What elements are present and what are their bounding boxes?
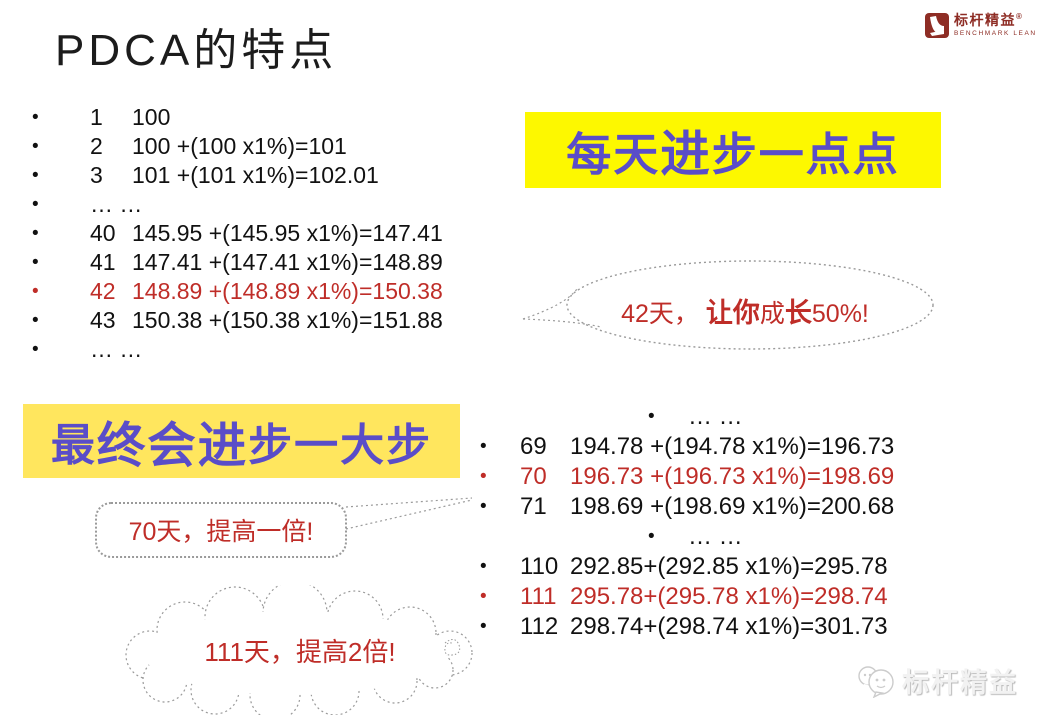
bullet-icon: • <box>32 309 39 331</box>
bullet-icon: • <box>480 556 487 577</box>
bullet-icon: • <box>32 135 39 157</box>
cloud-bubble-111-days <box>125 585 473 715</box>
bubble-70-days-pointer <box>345 497 473 530</box>
long-term-calculation-list: •… … • 69 194.78 +(194.78 x1%)=196.73 • 70 1… <box>470 402 894 642</box>
bullet-icon: • <box>32 338 39 360</box>
list-item: • 43 150.38 +(150.38 x1%)=151.88 <box>28 306 443 335</box>
list-item: • 71 198.69 +(198.69 x1%)=200.68 <box>470 492 894 522</box>
logo-subtitle: BENCHMARK LEAN <box>954 29 1037 37</box>
bullet-icon: • <box>32 193 39 215</box>
list-item-highlight-day42: • 42 148.89 +(148.89 x1%)=150.38 <box>28 277 443 306</box>
list-item: • 69 194.78 +(194.78 x1%)=196.73 <box>470 432 894 462</box>
bullet-icon: • <box>32 222 39 244</box>
bullet-icon: • <box>32 164 39 186</box>
benchmark-lean-logo-icon <box>925 13 949 38</box>
list-item: • 112 298.74+(298.74 x1%)=301.73 <box>470 612 894 642</box>
list-item: • 2 100 +(100 x1%)=101 <box>28 132 443 161</box>
watermark: 标杆精益 <box>856 661 1018 700</box>
list-item-highlight-day111: • 111 295.78+(295.78 x1%)=298.74 <box>470 582 894 612</box>
bullet-icon: • <box>648 526 655 547</box>
bubble-111-days-text: 111天，提高2倍! <box>204 637 396 667</box>
speech-bubble-70-days: 70天，提高一倍! <box>95 502 347 558</box>
bullet-icon: • <box>480 436 487 457</box>
bullet-icon: • <box>480 496 487 517</box>
banner-final-big-step: 最终会进 步一大步 <box>23 404 460 478</box>
registered-mark: ® <box>1016 11 1024 21</box>
list-item: • 110 292.85+(292.85 x1%)=295.78 <box>470 552 894 582</box>
bullet-icon: • <box>32 251 39 273</box>
bullet-icon: • <box>32 106 39 128</box>
daily-progress-calculation-list: • 1 100 • 2 100 +(100 x1%)=101 • 3 101 +(101 x… <box>28 103 443 364</box>
list-item: • 41 147.41 +(147.41 x1%)=148.89 <box>28 248 443 277</box>
list-item-ellipsis: •… … <box>28 335 443 364</box>
bubble-42-days-text: 42天， 让你成长50%! <box>621 298 869 328</box>
logo-text: 标杆精益® BENCHMARK LEAN <box>954 11 1037 38</box>
bullet-icon: • <box>480 586 487 607</box>
logo-name: 标杆精益 <box>954 11 1016 28</box>
list-item-highlight-day70: • 70 196.73 +(196.73 x1%)=198.69 <box>470 462 894 492</box>
list-item: • 3 101 +(101 x1%)=102.01 <box>28 161 443 190</box>
watermark-text: 标杆精益 <box>902 668 1018 698</box>
wechat-chat-icon <box>858 665 894 698</box>
banner-daily-progress: 每天进步一点点 <box>525 112 941 188</box>
bullet-icon: • <box>648 406 655 427</box>
list-item: • 1 100 <box>28 103 443 132</box>
brand-logo: 标杆精益® BENCHMARK LEAN <box>924 10 1037 40</box>
bullet-icon: • <box>480 466 487 487</box>
bullet-icon: • <box>32 280 39 302</box>
cloud-scribble-decoration <box>444 639 461 656</box>
page-title: PDCA的特点 <box>55 26 338 75</box>
speech-bubble-42-days <box>522 260 934 350</box>
list-item: • 40 145.95 +(145.95 x1%)=147.41 <box>28 219 443 248</box>
list-item-ellipsis: •… … <box>638 522 894 552</box>
list-item-ellipsis: •… … <box>638 402 894 432</box>
bullet-icon: • <box>480 616 487 637</box>
list-item-ellipsis: •… … <box>28 190 443 219</box>
